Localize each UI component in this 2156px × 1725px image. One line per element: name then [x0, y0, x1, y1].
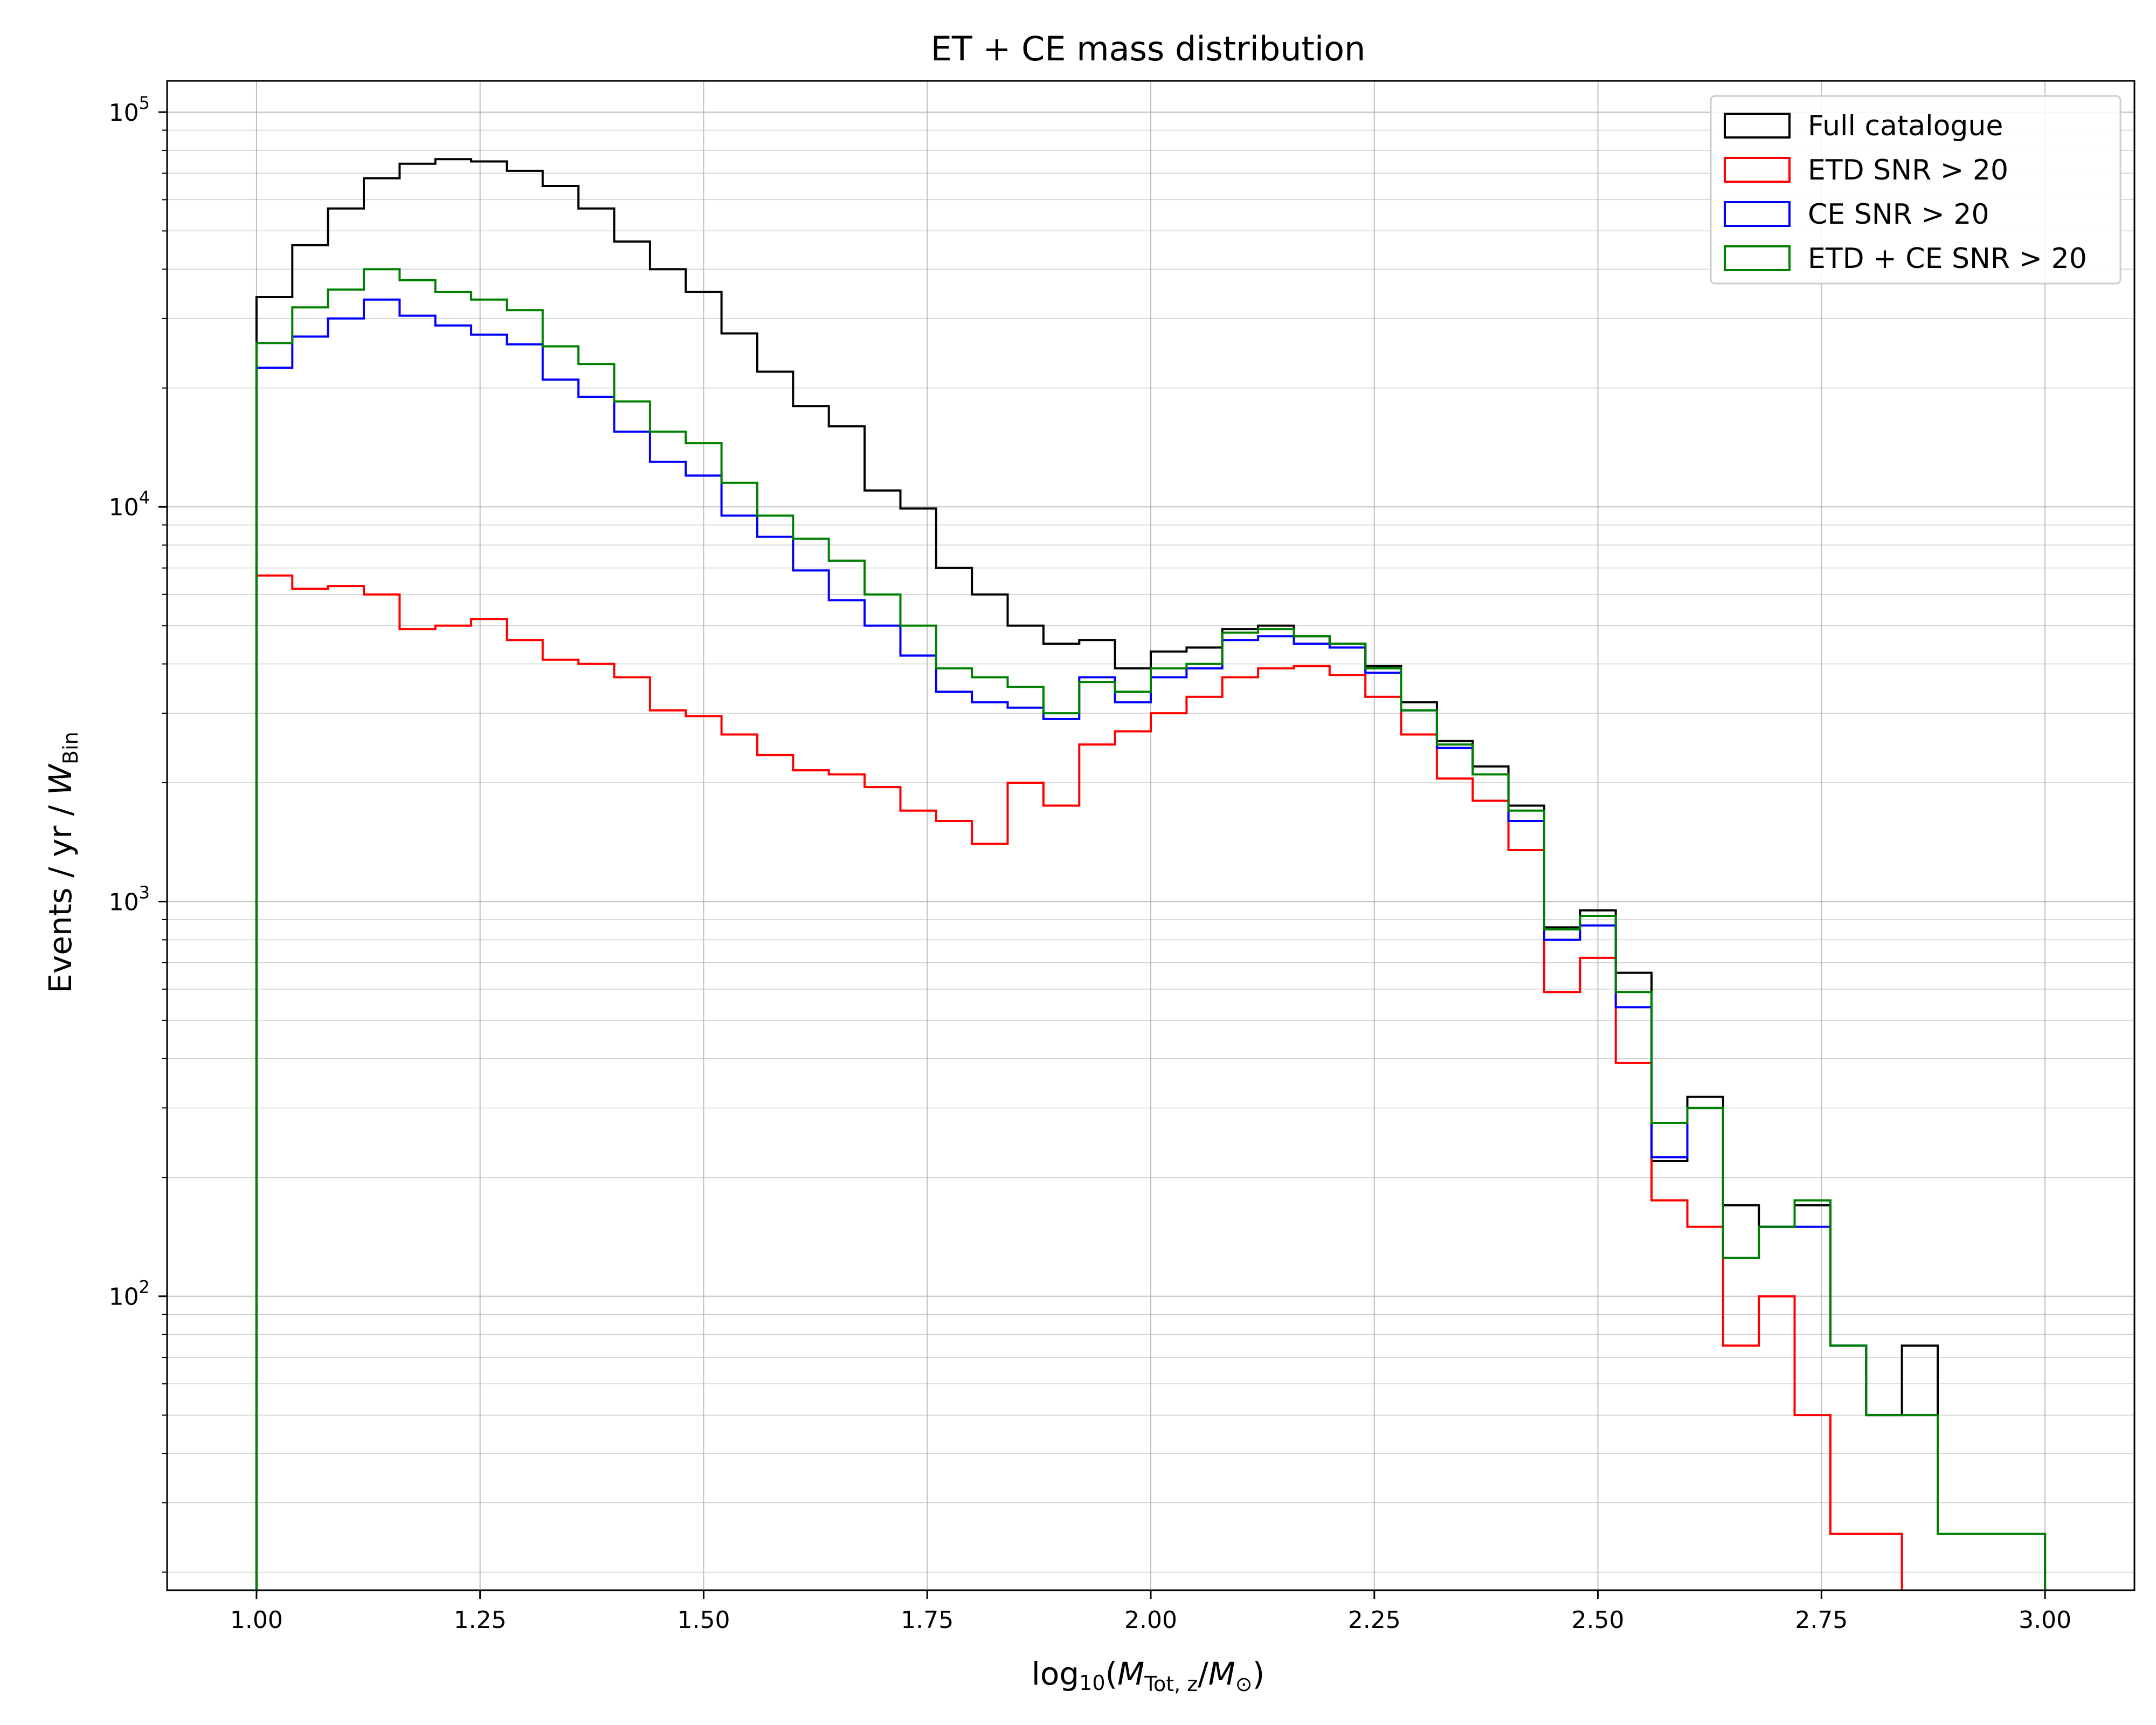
- y-tick-label: 104: [109, 487, 150, 521]
- legend-swatch: [1724, 245, 1791, 271]
- y-tick-base: 10: [109, 1284, 139, 1311]
- x-label-m1: M: [1117, 1655, 1144, 1692]
- x-tick-label: 1.75: [901, 1606, 953, 1634]
- series-line-3: [255, 268, 2047, 1590]
- x-label-prefix-sub: 10: [1079, 1671, 1105, 1695]
- x-tick-label: 1.50: [677, 1606, 730, 1634]
- x-tick-label: 3.00: [2019, 1606, 2071, 1634]
- legend: Full catalogue ETD SNR > 20 CE SNR > 20 ETD…: [1710, 95, 2122, 285]
- x-label-m2: M: [1208, 1655, 1235, 1692]
- y-tick-exp: 4: [139, 487, 150, 508]
- y-tick-label: 105: [109, 93, 150, 127]
- legend-swatch: [1724, 201, 1791, 227]
- x-label-open: (: [1105, 1655, 1118, 1692]
- x-axis-label: log10(MTot, z/M⊙): [1032, 1655, 1265, 1696]
- y-tick-base: 10: [109, 888, 139, 916]
- chart-title: ET + CE mass distribution: [931, 29, 1366, 68]
- x-label-slash: /: [1198, 1655, 1208, 1692]
- x-label-m1-sub: Tot, z: [1144, 1672, 1198, 1696]
- ticks: 1.00 1.25 1.50 1.75 2.00 2.25 2.50 2.75 3.001021…: [109, 93, 2071, 1634]
- x-tick-label: 2.00: [1124, 1606, 1177, 1634]
- y-tick-base: 10: [109, 99, 139, 127]
- y-tick-exp: 3: [139, 882, 150, 902]
- legend-swatch: [1724, 157, 1791, 183]
- y-tick-exp: 5: [139, 93, 150, 113]
- x-tick-label: 2.50: [1572, 1606, 1625, 1634]
- legend-label: ETD + CE SNR > 20: [1808, 243, 2087, 275]
- x-label-prefix: log: [1032, 1655, 1079, 1692]
- legend-swatch: [1724, 113, 1791, 139]
- y-tick-exp: 2: [139, 1277, 150, 1298]
- x-tick-label: 1.00: [230, 1606, 283, 1634]
- x-label-m2-sub: ⊙: [1235, 1672, 1253, 1696]
- series-layer: [255, 158, 2047, 1590]
- y-tick-label: 103: [109, 882, 150, 916]
- y-tick-base: 10: [109, 494, 139, 521]
- series-line-1: [255, 574, 1903, 1590]
- legend-label: CE SNR > 20: [1808, 198, 1989, 231]
- x-tick-label: 1.25: [454, 1606, 507, 1634]
- y-label-text: Events / yr /: [42, 795, 79, 993]
- x-tick-label: 2.25: [1348, 1606, 1401, 1634]
- legend-box: [1710, 95, 2122, 285]
- x-tick-label: 2.75: [1795, 1606, 1848, 1634]
- x-label-close: ): [1253, 1655, 1265, 1692]
- y-tick-label: 102: [109, 1277, 150, 1311]
- y-label-w: W: [42, 763, 79, 795]
- y-axis-label: Events / yr / WBin: [42, 732, 82, 993]
- legend-label: ETD SNR > 20: [1808, 154, 2008, 187]
- legend-label: Full catalogue: [1808, 110, 2003, 142]
- y-label-w-sub: Bin: [59, 732, 82, 764]
